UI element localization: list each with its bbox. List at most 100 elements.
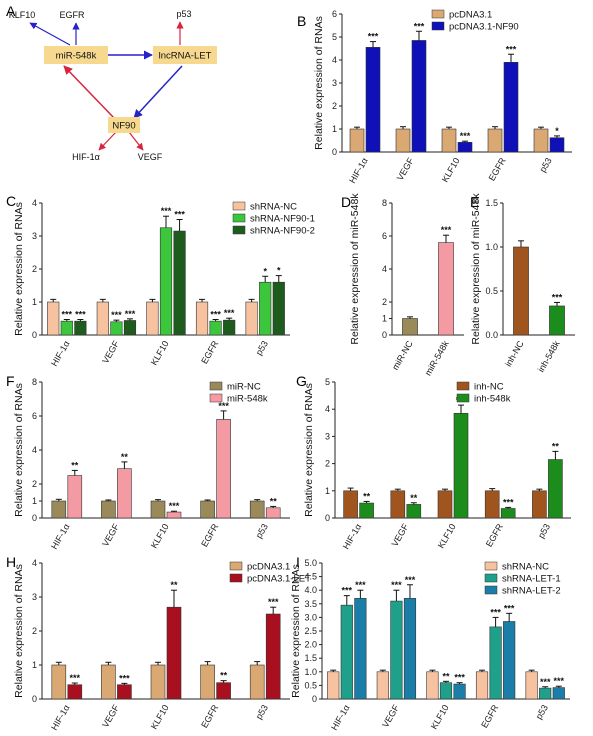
y-tick-label: 2 [382, 297, 387, 307]
svg-text:miR-548k: miR-548k [56, 51, 97, 62]
bar [272, 281, 285, 336]
legend-label: shRNA-NF90-1 [250, 214, 315, 225]
bar [259, 281, 272, 336]
x-tick-label: HIF-1α [49, 339, 72, 368]
svg-text:lncRNA-LET: lncRNA-LET [159, 51, 212, 62]
bar [110, 321, 123, 336]
significance-label: *** [169, 501, 180, 511]
legend-swatch [456, 381, 470, 391]
legend-swatch [232, 201, 246, 211]
bar [159, 227, 173, 336]
bar [150, 500, 166, 519]
legend-swatch [232, 225, 246, 235]
y-tick-label: 1.5 [304, 653, 317, 663]
bar [489, 626, 502, 700]
y-tick-label: 3 [32, 231, 37, 241]
significance-label: *** [111, 310, 122, 320]
y-tick-label: 0 [32, 513, 37, 523]
x-tick-label: miR-NC [390, 339, 415, 372]
bar [166, 511, 182, 519]
bar [195, 301, 209, 336]
bar [354, 598, 367, 700]
bar [209, 320, 222, 336]
y-axis-label: Relative expression of miR-548k [349, 193, 361, 345]
bar [166, 606, 182, 700]
x-tick-label: EGFR [479, 703, 500, 730]
y-tick-label: 1 [32, 297, 37, 307]
panel-label-d: D [341, 194, 351, 210]
arrow-mir-klf10 [29, 22, 71, 46]
y-tick-label: 0.5 [304, 680, 317, 690]
x-tick-label: KLF10 [149, 703, 171, 731]
panel-label-g: G [296, 373, 307, 389]
significance-label: *** [119, 673, 130, 683]
bar [539, 687, 552, 700]
significance-label: *** [218, 401, 229, 411]
bar [365, 47, 381, 153]
bar [532, 490, 547, 519]
bar [525, 671, 538, 700]
significance-label: ** [442, 671, 450, 681]
significance-label: *** [454, 673, 465, 683]
y-tick-label: 4 [325, 404, 330, 414]
y-tick-label: 5 [332, 32, 337, 42]
legend-label: shRNA-NF90-2 [250, 226, 315, 237]
bar [265, 507, 281, 519]
bar [216, 419, 231, 519]
x-tick-label: KLF10 [149, 339, 171, 367]
significance-label: ** [363, 491, 371, 501]
x-tick-label: HIF-1α [49, 703, 72, 732]
panel-label-h: H [6, 554, 16, 570]
x-tick-label: HIF-1α [49, 522, 72, 551]
x-tick-label: p53 [254, 703, 270, 721]
bar [503, 621, 516, 700]
y-tick-label: 3 [332, 78, 337, 88]
y-tick-label: 1.5 [485, 198, 498, 208]
target-p53: p53 [176, 9, 191, 19]
bar [390, 490, 406, 519]
legend-swatch [484, 561, 498, 571]
bar [67, 684, 83, 700]
bar [249, 664, 265, 700]
significance-label: *** [268, 597, 279, 607]
legend-swatch [431, 21, 445, 31]
panel-label-c: C [6, 193, 16, 209]
node-lncrna-let: lncRNA-LET [153, 46, 217, 64]
bar [548, 459, 563, 519]
y-tick-label: 4.5 [304, 572, 317, 582]
bar [438, 242, 454, 336]
x-tick-label: VEGF [395, 156, 416, 183]
significance-label: *** [405, 575, 416, 585]
y-tick-label: 2 [325, 459, 330, 469]
bar [390, 600, 403, 700]
y-tick-label: 0 [325, 513, 330, 523]
bar [402, 318, 418, 336]
bar [123, 320, 137, 336]
y-axis-label: Relative expression of RNAs [13, 564, 25, 698]
x-tick-label: KLF10 [436, 522, 458, 550]
y-tick-label: 4 [382, 264, 387, 274]
y-tick-label: 1 [32, 496, 37, 506]
node-nf90: NF90 [108, 117, 140, 133]
bar [200, 500, 215, 519]
legend-swatch [209, 393, 223, 403]
y-tick-label: 0 [332, 147, 337, 157]
y-axis-label: Relative expression of RNAs [313, 16, 325, 150]
significance-label: *** [368, 32, 379, 42]
y-tick-label: 4 [332, 55, 337, 65]
bar [359, 502, 374, 519]
bar [51, 500, 67, 519]
bar [349, 128, 365, 153]
significance-label: ** [121, 452, 129, 462]
legend-swatch [456, 393, 470, 403]
x-tick-label: HIF-1α [341, 522, 364, 551]
bar [411, 40, 427, 153]
significance-label: * [277, 266, 281, 276]
significance-label: *** [342, 586, 353, 596]
legend-label: shRNA-LET-2 [502, 586, 561, 597]
x-tick-label: KLF10 [440, 156, 462, 184]
bar [457, 142, 473, 153]
